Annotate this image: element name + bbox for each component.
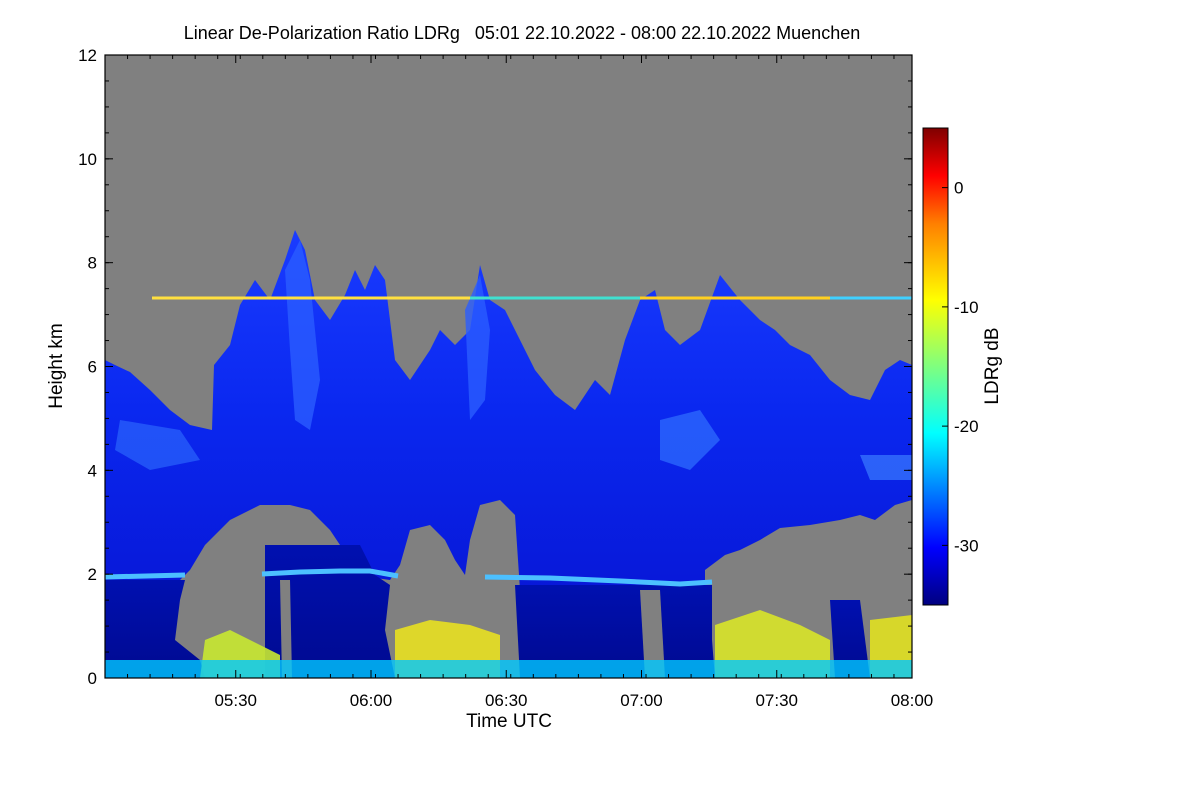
ground-clutter — [105, 660, 912, 678]
cloud-streak — [285, 240, 320, 430]
x-tick-label: 07:30 — [755, 691, 798, 710]
y-tick-label: 6 — [88, 358, 97, 377]
y-tick-label: 10 — [78, 150, 97, 169]
colorbar-ticks: 0 -10 -20 -30 — [942, 179, 979, 555]
x-axis: 05:30 06:00 06:30 07:00 07:30 08:00 — [104, 55, 934, 710]
colorbar: 0 -10 -20 -30 LDRg dB — [922, 127, 1003, 606]
melting-layer — [484, 574, 713, 587]
plot-area — [105, 55, 912, 678]
gap — [500, 590, 512, 678]
y-tick-label: 12 — [78, 46, 97, 65]
colorbar-tick-label: 0 — [954, 179, 963, 198]
y-tick-label: 8 — [88, 254, 97, 273]
chart-title: Linear De-Polarization Ratio LDRg 05:01 … — [184, 23, 860, 43]
x-tick-label: 08:00 — [891, 691, 934, 710]
cloud-streak — [860, 455, 912, 480]
melting-layer — [261, 568, 399, 579]
gap — [640, 590, 665, 678]
y-tick-label: 0 — [88, 669, 97, 688]
cloud-streak — [660, 410, 720, 470]
low-region — [830, 600, 870, 678]
cloud-streak — [465, 275, 490, 420]
colorbar-tick-label: -20 — [954, 417, 979, 436]
y-axis: 0 2 4 6 8 10 12 — [78, 46, 912, 688]
low-region — [515, 585, 715, 678]
x-tick-label: 06:30 — [485, 691, 528, 710]
low-region — [105, 580, 205, 678]
x-axis-title: Time UTC — [466, 711, 552, 732]
colorbar-gradient — [922, 127, 949, 606]
x-tick-label: 05:30 — [214, 691, 257, 710]
gap — [280, 580, 292, 678]
x-tick-label: 06:00 — [350, 691, 393, 710]
y-tick-label: 2 — [88, 565, 97, 584]
colorbar-tick-label: -10 — [954, 298, 979, 317]
melting-layer — [105, 572, 186, 580]
y-tick-label: 4 — [88, 461, 97, 480]
x-tick-label: 07:00 — [620, 691, 663, 710]
cloud-streak — [115, 420, 200, 470]
low-region — [265, 545, 395, 678]
colorbar-tick-label: -30 — [954, 536, 979, 555]
colorbar-label: LDRg dB — [982, 327, 1003, 404]
y-axis-title: Height km — [46, 323, 67, 409]
